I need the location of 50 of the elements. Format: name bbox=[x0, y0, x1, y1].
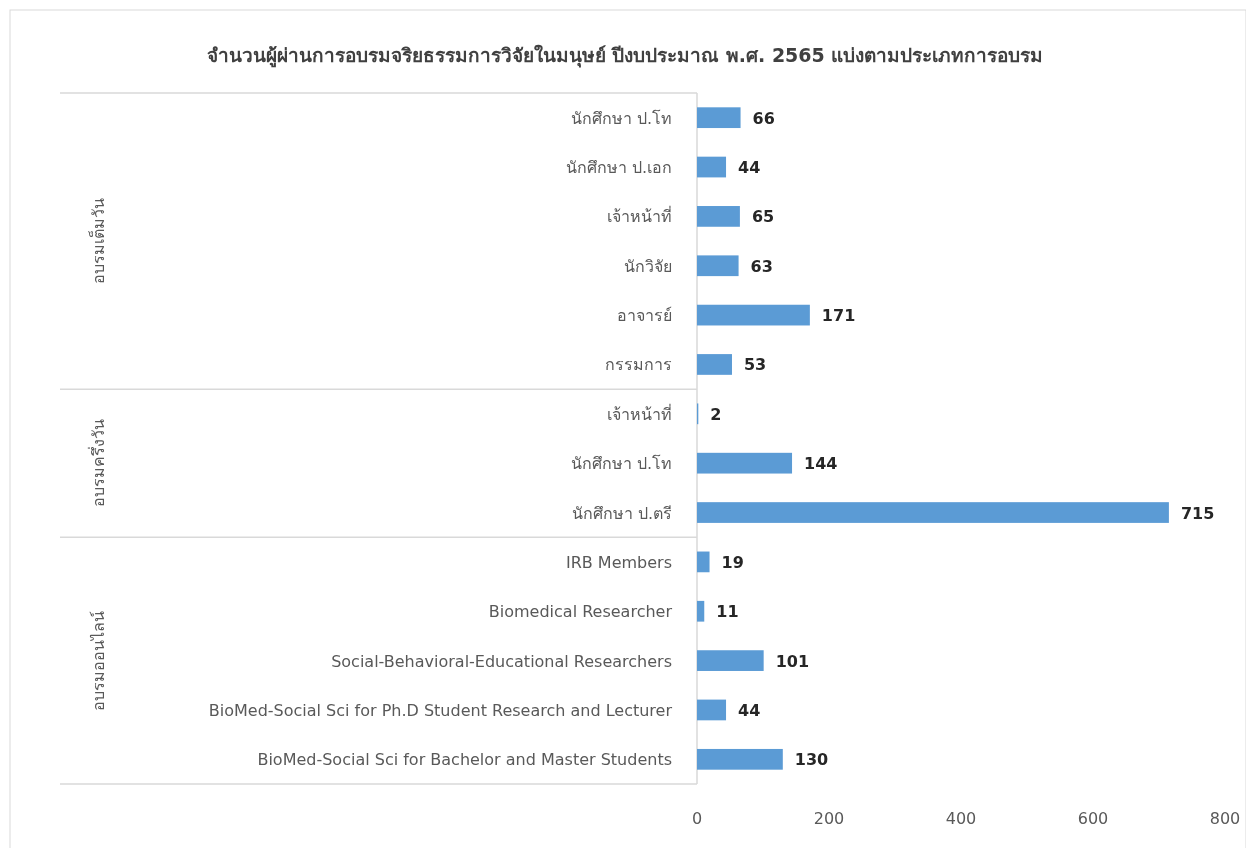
y-tick-label: BioMed-Social Sci for Bachelor and Master Students bbox=[257, 750, 672, 770]
bar bbox=[697, 206, 740, 227]
data-label: 66 bbox=[752, 108, 775, 128]
y-tick-label: Biomedical Researcher bbox=[488, 602, 673, 622]
x-tick-label: 0 bbox=[691, 809, 703, 828]
y-tick-label: นักศึกษา ป.เอก bbox=[565, 158, 672, 178]
text: อบรมครึ่งวัน bbox=[87, 419, 108, 508]
y-tick-label: นักศึกษา ป.โท bbox=[570, 454, 672, 474]
bar bbox=[697, 452, 793, 474]
x-tick-label: 400 bbox=[945, 809, 977, 828]
bar bbox=[697, 551, 710, 573]
y-tick-label: กรรมการ bbox=[605, 355, 672, 375]
data-label: 2 bbox=[710, 404, 722, 424]
bar bbox=[697, 600, 705, 622]
data-label: 171 bbox=[821, 306, 856, 326]
y-tick-label: อาจารย์ bbox=[617, 306, 672, 326]
data-label: 19 bbox=[721, 552, 744, 572]
data-label: 44 bbox=[738, 700, 761, 720]
data-label: 44 bbox=[738, 158, 761, 178]
data-label: 63 bbox=[750, 256, 773, 276]
bar bbox=[697, 354, 732, 375]
y-tick-label: เจ้าหน้าที่ bbox=[607, 205, 672, 227]
bar bbox=[697, 255, 739, 277]
text: อบรมออนไลน์ bbox=[89, 610, 108, 711]
bar bbox=[697, 156, 727, 178]
y-tick-label: เจ้าหน้าที่ bbox=[607, 402, 672, 424]
y-tick-label: นักวิจัย bbox=[624, 256, 672, 276]
data-label: 65 bbox=[751, 207, 775, 227]
bar bbox=[697, 502, 1169, 523]
x-tick-label: 600 bbox=[1077, 809, 1109, 828]
y-tick-label: BioMed-Social Sci for Ph.D Student Research and Lecturer bbox=[208, 700, 673, 720]
y-tick-label: IRB Members bbox=[565, 552, 672, 572]
y-tick-label: นักศึกษา ป.โท bbox=[570, 108, 672, 128]
data-label: 130 bbox=[794, 750, 829, 770]
bar bbox=[697, 107, 741, 129]
y-tick-label: นักศึกษา ป.ตรี bbox=[571, 503, 672, 523]
bar bbox=[697, 699, 727, 721]
bar bbox=[697, 304, 810, 326]
chart-title: จำนวนผู้ผ่านการอบรมจริยธรรมการวิจัยในมนุษย์ ปีงบประมาณ พ.ศ. 2565 แบ่งตามประเภทการอบรม bbox=[206, 44, 1044, 68]
bar bbox=[697, 748, 783, 770]
x-tick-label: 800 bbox=[1209, 809, 1241, 828]
data-label: 144 bbox=[804, 454, 838, 474]
y-tick-label: Social-Behavioral-Educational Researchers bbox=[331, 651, 672, 671]
data-label: 53 bbox=[743, 355, 767, 375]
data-label: 101 bbox=[775, 651, 810, 671]
text: อบรมเต็มวัน bbox=[88, 198, 108, 285]
data-label: 11 bbox=[716, 602, 739, 622]
data-label: 715 bbox=[1180, 503, 1215, 523]
bar bbox=[697, 650, 764, 671]
x-tick-label: 200 bbox=[813, 809, 845, 828]
